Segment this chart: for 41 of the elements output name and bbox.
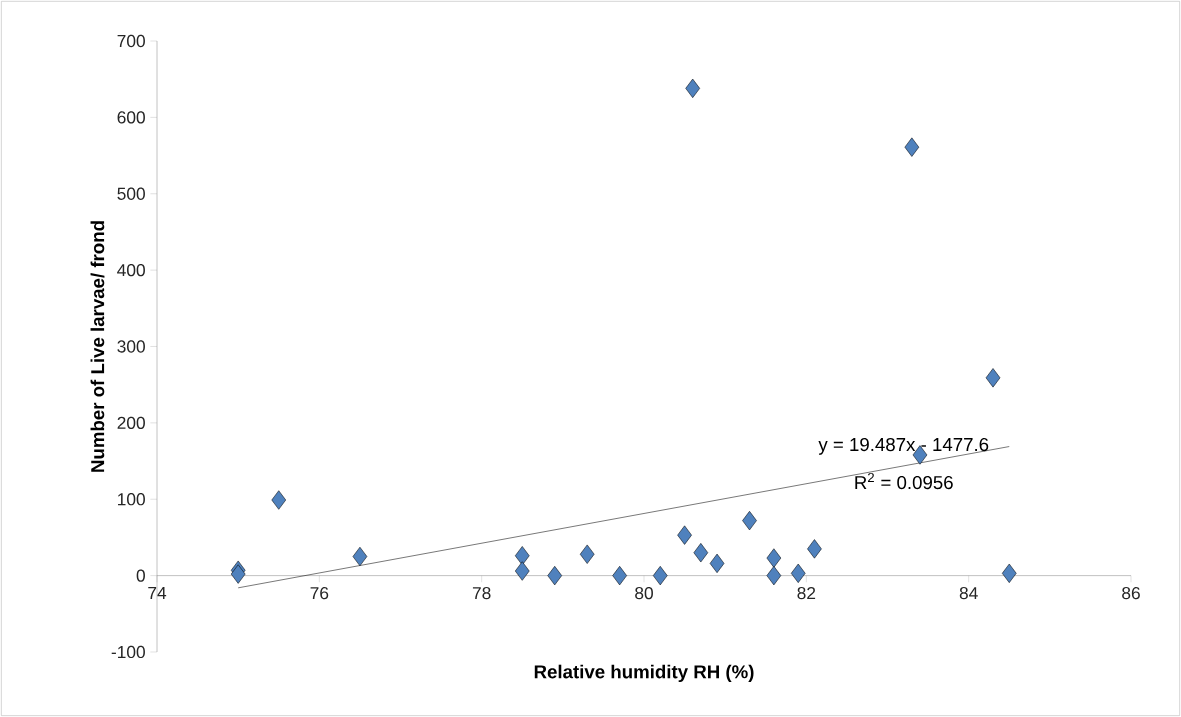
point (547, 566, 562, 586)
x-tick-label: 86 (1122, 586, 1140, 600)
point (766, 566, 782, 586)
x-tick-label: 76 (310, 586, 329, 600)
point (652, 566, 668, 586)
point (807, 539, 822, 559)
y-tick-label: -100 (111, 645, 145, 659)
x-tick-label: 78 (472, 586, 491, 600)
x-tick-label: 74 (148, 587, 167, 599)
x-tick-label: 84 (959, 586, 978, 600)
point (1001, 563, 1017, 583)
point (709, 553, 725, 573)
y-tick-label: 700 (117, 34, 145, 48)
x-tick-label: 80 (635, 586, 653, 600)
y-tick-label: 300 (117, 340, 145, 353)
point (352, 546, 368, 567)
point (790, 563, 806, 583)
annotation: R$^{2}$ = 0.0956 (855, 472, 953, 490)
annotation: y = 19.487x - 1477.6 (818, 437, 989, 455)
y-tick-label: 0 (136, 569, 145, 582)
point (514, 546, 530, 566)
point (985, 368, 1001, 388)
y-tick-label: 200 (117, 416, 145, 429)
point (271, 490, 287, 510)
point (579, 544, 595, 564)
point (685, 78, 700, 98)
y-tick-label: 400 (117, 263, 145, 277)
point (904, 137, 920, 157)
point (677, 525, 692, 545)
point (230, 564, 246, 584)
y-tick-label: 500 (117, 187, 145, 200)
point (514, 561, 530, 581)
y-tick-label: 600 (117, 111, 145, 124)
y-tick-label: 100 (118, 493, 145, 506)
x-axis-title: Relative humidity RH (%) (534, 664, 754, 683)
point (766, 548, 782, 568)
point (742, 511, 757, 531)
point (612, 566, 627, 586)
y-axis-title: Number of Live larvae/ frond (90, 221, 105, 472)
point (693, 543, 709, 563)
x-tick-label: 82 (797, 586, 816, 600)
